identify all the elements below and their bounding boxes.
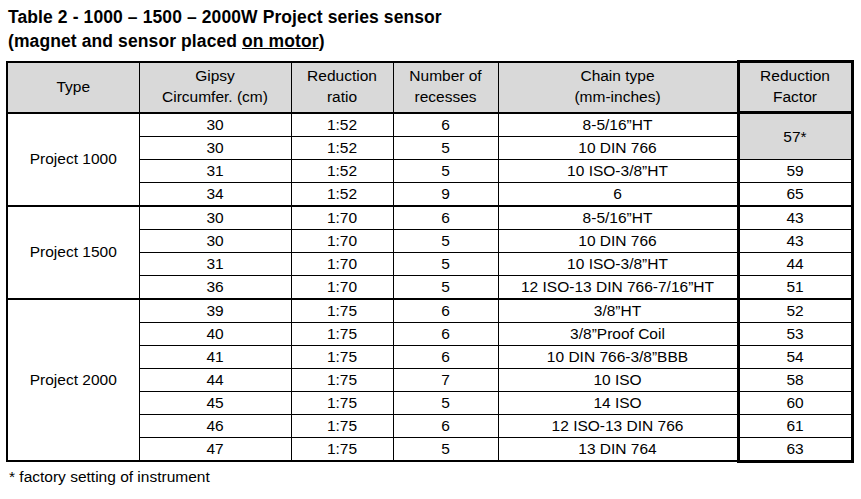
cell-chain: 6	[498, 182, 738, 206]
cell-factor: 43	[738, 229, 852, 252]
cell-recesses: 6	[393, 322, 498, 345]
cell-chain: 10 ISO-3/8”HT	[498, 252, 738, 275]
header-gipsy-circumference: Gipsy Circumfer. (cm)	[139, 62, 291, 113]
table-row: Project 2000 39 1:75 6 3/8”HT 52	[7, 299, 852, 323]
cell-chain: 8-5/16”HT	[498, 206, 738, 230]
header-reduction-ratio: Reduction ratio	[291, 62, 393, 113]
cell-chain: 3/8”HT	[498, 299, 738, 323]
footnote-factory-setting: * factory setting of instrument	[9, 468, 855, 486]
cell-recesses: 5	[393, 159, 498, 182]
cell-factor: 65	[738, 182, 852, 206]
cell-chain: 12 ISO-13 DIN 766-7/16”HT	[498, 275, 738, 299]
cell-ratio: 1:52	[291, 159, 393, 182]
cell-chain: 10 DIN 766	[498, 229, 738, 252]
cell-ratio: 1:52	[291, 113, 393, 137]
cell-gipsy: 30	[139, 206, 291, 230]
title-line2-suffix: )	[319, 31, 325, 51]
cell-factor: 43	[738, 206, 852, 230]
cell-recesses: 6	[393, 414, 498, 437]
cell-gipsy: 40	[139, 322, 291, 345]
cell-recesses: 9	[393, 182, 498, 206]
cell-chain: 10 DIN 766	[498, 136, 738, 159]
cell-recesses: 6	[393, 299, 498, 323]
header-number-of-recesses: Number of recesses	[393, 62, 498, 113]
cell-gipsy: 47	[139, 437, 291, 461]
cell-chain: 14 ISO	[498, 391, 738, 414]
cell-chain: 8-5/16”HT	[498, 113, 738, 137]
header-reduction-factor: Reduction Factor	[738, 62, 852, 113]
cell-factor: 59	[738, 159, 852, 182]
cell-ratio: 1:75	[291, 368, 393, 391]
cell-ratio: 1:70	[291, 229, 393, 252]
cell-recesses: 5	[393, 229, 498, 252]
cell-recesses: 6	[393, 345, 498, 368]
title-line2-prefix: (magnet and sensor placed	[8, 31, 242, 51]
document-page: Table 2 - 1000 – 1500 – 2000W Project se…	[0, 0, 861, 486]
cell-gipsy: 30	[139, 136, 291, 159]
cell-recesses: 5	[393, 391, 498, 414]
cell-chain: 3/8”Proof Coil	[498, 322, 738, 345]
table-row: Project 1500 30 1:70 6 8-5/16”HT 43	[7, 206, 852, 230]
cell-gipsy: 30	[139, 113, 291, 137]
cell-chain: 12 ISO-13 DIN 766	[498, 414, 738, 437]
cell-gipsy: 31	[139, 159, 291, 182]
cell-recesses: 5	[393, 252, 498, 275]
header-row: Type Gipsy Circumfer. (cm) Reduction rat…	[7, 62, 852, 113]
cell-factor: 44	[738, 252, 852, 275]
table-title: Table 2 - 1000 – 1500 – 2000W Project se…	[8, 5, 855, 53]
table-title-line2: (magnet and sensor placed on motor)	[8, 29, 855, 53]
cell-factor: 63	[738, 437, 852, 461]
cell-ratio: 1:70	[291, 275, 393, 299]
cell-gipsy: 36	[139, 275, 291, 299]
cell-chain: 10 ISO-3/8”HT	[498, 159, 738, 182]
cell-factor-default: 57*	[738, 113, 852, 160]
cell-gipsy: 31	[139, 252, 291, 275]
cell-recesses: 5	[393, 437, 498, 461]
cell-gipsy: 39	[139, 299, 291, 323]
table-row: Project 1000 30 1:52 6 8-5/16”HT 57*	[7, 113, 852, 137]
cell-chain: 10 DIN 766-3/8”BBB	[498, 345, 738, 368]
table-title-line1: Table 2 - 1000 – 1500 – 2000W Project se…	[8, 5, 855, 29]
cell-ratio: 1:75	[291, 299, 393, 323]
cell-factor: 54	[738, 345, 852, 368]
cell-ratio: 1:75	[291, 322, 393, 345]
cell-gipsy: 41	[139, 345, 291, 368]
cell-factor: 51	[738, 275, 852, 299]
cell-gipsy: 45	[139, 391, 291, 414]
cell-ratio: 1:70	[291, 206, 393, 230]
cell-gipsy: 46	[139, 414, 291, 437]
cell-factor: 53	[738, 322, 852, 345]
type-cell-project-1000: Project 1000	[7, 113, 139, 206]
header-type: Type	[7, 62, 139, 113]
cell-ratio: 1:52	[291, 136, 393, 159]
cell-factor: 61	[738, 414, 852, 437]
cell-gipsy: 44	[139, 368, 291, 391]
cell-recesses: 7	[393, 368, 498, 391]
cell-factor: 60	[738, 391, 852, 414]
cell-recesses: 5	[393, 136, 498, 159]
cell-ratio: 1:75	[291, 437, 393, 461]
cell-factor: 58	[738, 368, 852, 391]
cell-gipsy: 34	[139, 182, 291, 206]
cell-factor: 52	[738, 299, 852, 323]
cell-chain: 13 DIN 764	[498, 437, 738, 461]
cell-recesses: 6	[393, 113, 498, 137]
cell-recesses: 6	[393, 206, 498, 230]
cell-chain: 10 ISO	[498, 368, 738, 391]
cell-ratio: 1:75	[291, 345, 393, 368]
type-cell-project-1500: Project 1500	[7, 206, 139, 299]
sensor-table: Type Gipsy Circumfer. (cm) Reduction rat…	[6, 60, 854, 463]
title-line2-underlined: on motor	[242, 31, 319, 51]
cell-recesses: 5	[393, 275, 498, 299]
cell-ratio: 1:52	[291, 182, 393, 206]
cell-ratio: 1:75	[291, 414, 393, 437]
cell-ratio: 1:75	[291, 391, 393, 414]
type-cell-project-2000: Project 2000	[7, 299, 139, 462]
cell-ratio: 1:70	[291, 252, 393, 275]
header-chain-type: Chain type (mm-inches)	[498, 62, 738, 113]
cell-gipsy: 30	[139, 229, 291, 252]
